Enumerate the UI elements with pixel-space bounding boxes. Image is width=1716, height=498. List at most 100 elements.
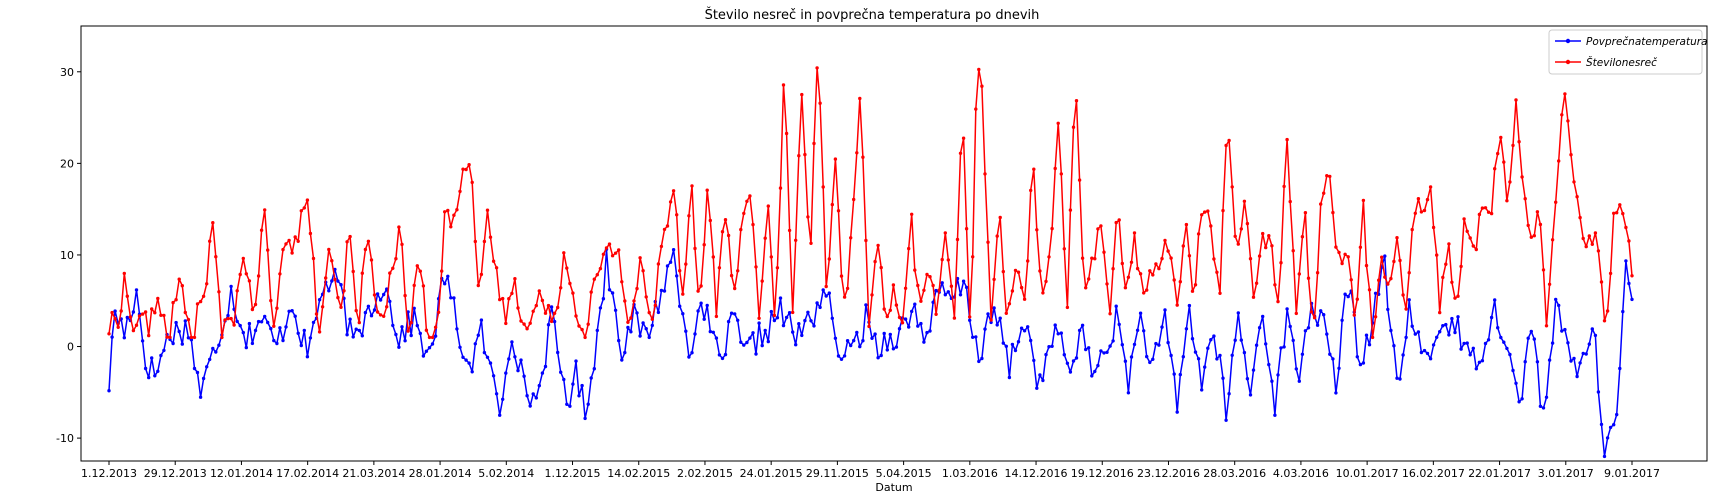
data-point — [1261, 231, 1265, 236]
data-point — [891, 283, 896, 287]
data-point — [473, 239, 477, 244]
data-point — [241, 330, 245, 335]
data-point — [501, 397, 505, 401]
data-point — [421, 354, 426, 358]
data-point — [211, 346, 215, 351]
data-point — [714, 314, 719, 319]
data-point — [1065, 361, 1070, 365]
data-point — [946, 258, 950, 262]
data-point — [250, 307, 255, 312]
data-point — [1407, 298, 1411, 302]
data-point — [1425, 351, 1430, 356]
data-point — [1532, 337, 1537, 341]
data-point — [1300, 235, 1305, 239]
data-point — [778, 186, 783, 190]
data-point — [119, 309, 123, 313]
data-point — [327, 247, 331, 252]
data-point — [357, 328, 361, 333]
data-point — [931, 283, 935, 288]
data-point — [754, 265, 758, 269]
data-point — [1245, 377, 1250, 381]
data-point — [180, 284, 184, 288]
data-point — [870, 293, 874, 297]
data-point — [342, 289, 346, 293]
data-point — [1590, 242, 1595, 246]
data-point — [1334, 391, 1338, 395]
data-point — [1398, 258, 1402, 263]
data-point — [464, 167, 468, 172]
data-point — [1456, 294, 1460, 298]
data-point — [1291, 338, 1295, 343]
data-point — [165, 335, 169, 339]
data-point — [913, 302, 917, 306]
data-point — [723, 352, 728, 357]
data-point — [1578, 215, 1582, 220]
data-point — [687, 214, 691, 218]
data-point — [705, 303, 709, 308]
data-point — [317, 330, 322, 334]
data-point — [928, 275, 932, 279]
data-point — [1517, 400, 1521, 404]
data-point — [919, 321, 923, 326]
data-point — [864, 303, 868, 307]
data-point — [617, 248, 621, 252]
x-tick-label: 3.01.2017 — [1538, 467, 1594, 480]
x-tick-label: 10.01.2017 — [1336, 467, 1399, 480]
data-point — [925, 272, 929, 277]
data-point — [266, 248, 270, 252]
data-point — [443, 282, 447, 286]
data-point — [815, 301, 819, 305]
data-point — [1465, 229, 1469, 233]
data-point — [1270, 244, 1274, 248]
data-point — [1215, 270, 1219, 274]
data-point — [922, 288, 926, 292]
data-point — [546, 303, 551, 308]
data-point — [1575, 195, 1579, 199]
data-point — [729, 311, 734, 315]
data-point — [1303, 329, 1308, 333]
x-tick-label: 19.12.2016 — [1071, 467, 1134, 480]
data-point — [1200, 388, 1204, 392]
data-point — [1022, 329, 1027, 333]
data-point — [1438, 330, 1442, 334]
data-point — [1001, 341, 1005, 345]
legend-label-accidents: Številonesreč — [1586, 56, 1657, 69]
data-point — [571, 291, 575, 295]
data-point — [592, 367, 596, 371]
data-point — [1264, 245, 1268, 250]
data-point — [1068, 208, 1073, 212]
data-point — [684, 262, 688, 266]
data-point — [845, 286, 850, 291]
data-point — [247, 279, 252, 283]
x-tick-label: 1.12.2015 — [545, 467, 601, 480]
data-point — [1157, 343, 1161, 347]
data-point — [1050, 226, 1054, 231]
data-point — [1343, 292, 1347, 296]
data-point — [1575, 374, 1579, 379]
data-point — [1117, 322, 1121, 327]
data-point — [378, 313, 383, 317]
data-point — [1181, 355, 1186, 359]
data-point — [214, 255, 218, 259]
data-point — [1114, 220, 1118, 225]
data-point — [781, 323, 786, 328]
data-point — [983, 172, 987, 176]
data-point — [498, 413, 502, 417]
data-point — [1029, 338, 1033, 343]
data-point — [1529, 329, 1534, 334]
data-point — [1279, 346, 1283, 350]
data-point — [1557, 159, 1561, 163]
data-point — [327, 289, 331, 293]
data-point — [391, 323, 395, 328]
data-point — [1554, 297, 1558, 302]
data-point — [949, 284, 954, 288]
data-point — [174, 320, 178, 325]
data-point — [1496, 151, 1500, 156]
data-point — [702, 317, 706, 321]
data-point — [1209, 224, 1213, 228]
data-point — [479, 318, 484, 322]
data-point — [1248, 257, 1253, 261]
data-point — [375, 292, 380, 296]
data-point — [1596, 390, 1601, 394]
data-point — [775, 316, 780, 320]
